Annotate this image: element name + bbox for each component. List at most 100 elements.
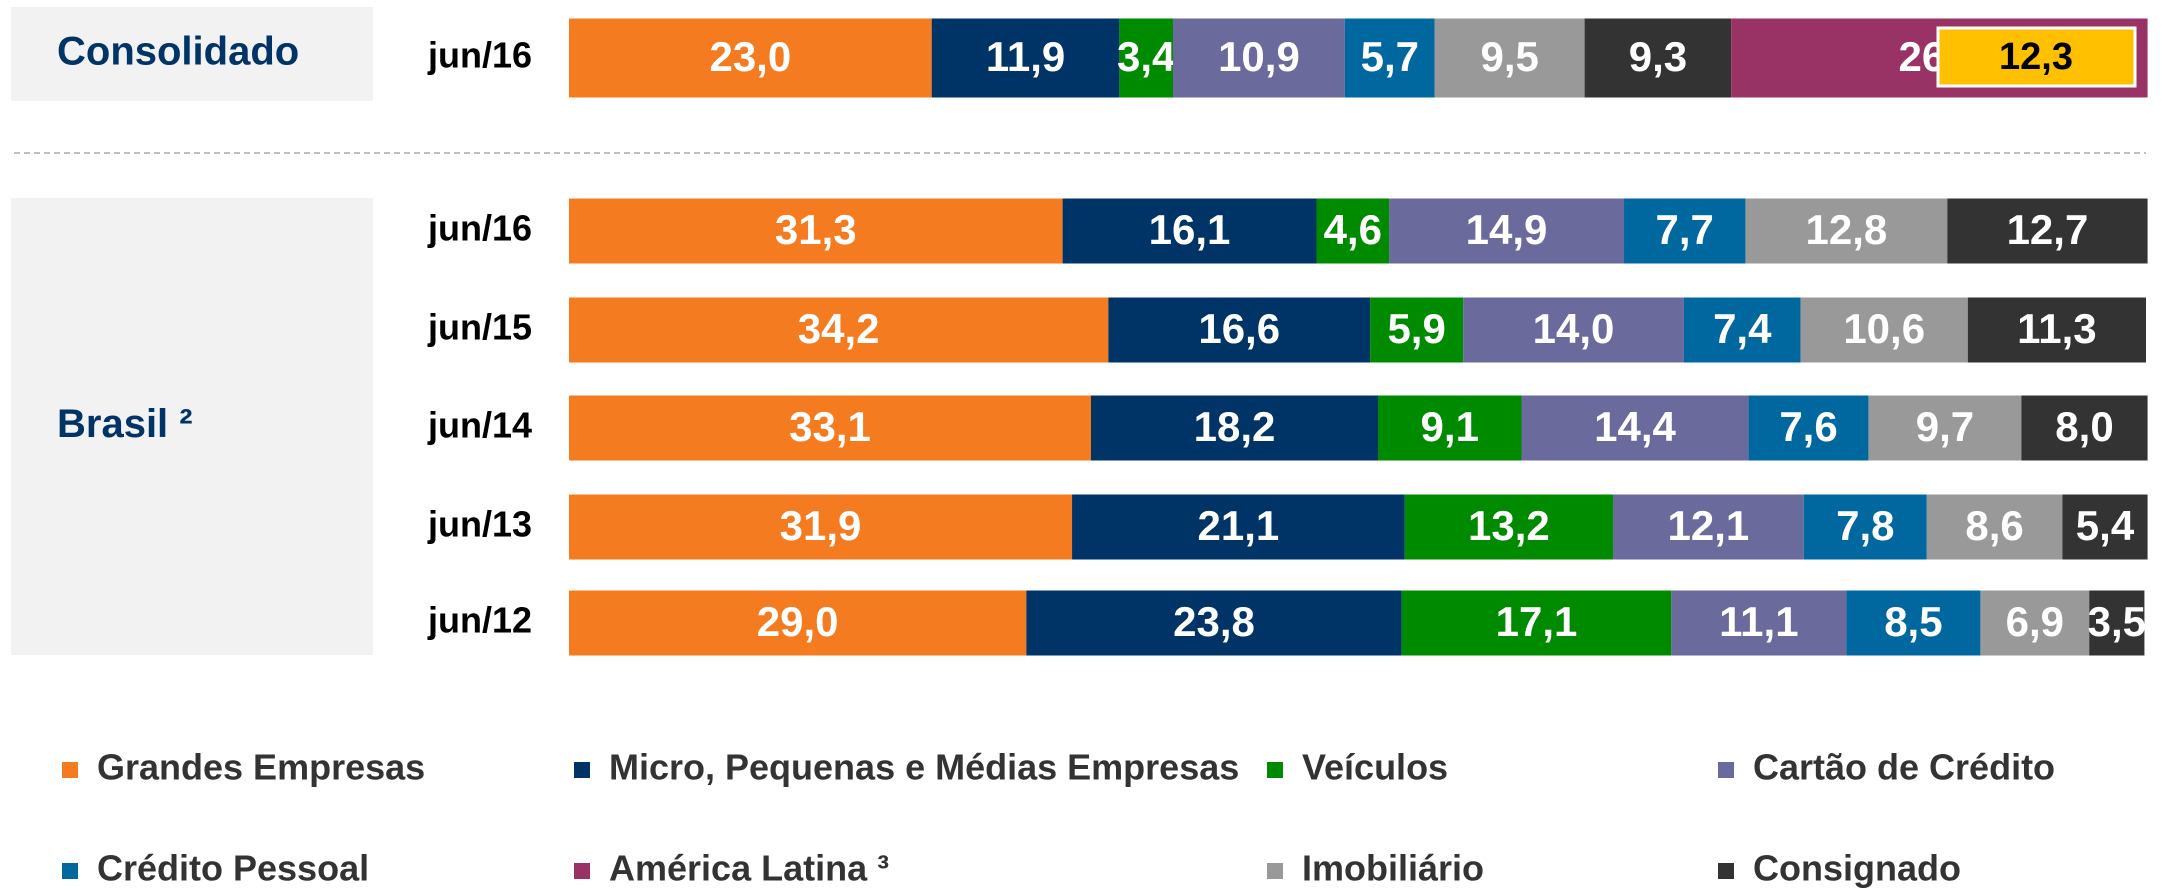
legend-swatch [1718,762,1734,778]
value-label: 9,5 [1480,33,1538,80]
value-label: 10,6 [1843,305,1925,352]
value-label: 14,9 [1466,206,1548,253]
legend-label: Crédito Pessoal [97,848,369,889]
bar-segment [2021,395,2148,461]
bar-segment [569,297,1109,363]
bar-segment [1624,198,1746,264]
bar-segment [1119,18,1173,98]
value-label: 12,7 [2007,206,2089,253]
category-label: jun/12 [427,600,532,641]
value-label: 4,6 [1324,206,1382,253]
value-label: 17,1 [1496,598,1578,645]
bar-segment [1980,590,2090,656]
value-label: 33,1 [789,403,871,450]
bar-segment [2062,494,2148,560]
bar-segment [1584,18,1732,98]
bar-segment [569,395,1091,461]
value-label: 31,9 [780,502,862,549]
value-label: 9,7 [1916,403,1974,450]
bar-segment [1344,18,1435,98]
value-label: 12,8 [1805,206,1887,253]
bar-segment [1947,198,2148,264]
legend-swatch [62,762,78,778]
bar-segment [1434,18,1585,98]
value-label: 13,2 [1468,502,1550,549]
bar-segment [569,494,1073,560]
category-label: jun/16 [427,35,532,76]
bar-segment [1404,494,1613,560]
value-label: 11,1 [1719,598,1798,645]
bar-segment [2089,590,2145,656]
bar-segment [1868,395,2022,461]
legend-swatch [1267,762,1283,778]
legend-swatch [62,863,78,879]
bar-segment [1316,198,1390,264]
bar-segment [931,18,1120,98]
bar-segment [1401,590,1672,656]
bar-segment [1389,198,1625,264]
value-label: 11,9 [986,33,1065,80]
value-label: 10,9 [1218,33,1300,80]
group-label: Consolidado [57,30,299,74]
legend-label: Imobiliário [1302,848,1484,889]
value-label: 12,1 [1668,502,1750,549]
group-box [11,198,373,655]
legend-swatch [574,863,590,879]
category-label: jun/13 [427,504,532,545]
value-label: 3,5 [2088,598,2146,645]
value-label: 8,0 [2055,403,2113,450]
bar-segment [1521,395,1749,461]
value-label: 5,4 [2076,502,2135,549]
value-label: 16,1 [1149,206,1231,253]
bar-segment [569,18,932,98]
group-label: Brasil ² [57,402,193,446]
bar-segment [1108,297,1371,363]
value-label: 5,9 [1387,305,1445,352]
legend-label: Veículos [1302,747,1448,788]
bar-segment [1846,590,1981,656]
value-label: 7,6 [1779,403,1837,450]
bar-segment [1062,198,1317,264]
category-label: jun/15 [427,307,532,348]
value-label: 6,9 [2006,598,2064,645]
bar-segment [1026,590,1402,656]
bar-segment [1683,297,1801,363]
legend-label: Consignado [1753,848,1961,889]
annotation-label: 12,3 [1999,36,2073,78]
bar-segment [1463,297,1684,363]
category-label: jun/14 [427,405,532,446]
category-label: jun/16 [427,208,532,249]
bar-segment [1378,395,1522,461]
bar-segment [1803,494,1927,560]
annotation-box [1936,26,2137,88]
bar-segment [1370,297,1464,363]
bar-segment [1172,18,1345,98]
bar-segment [1748,395,1869,461]
value-label: 29,0 [757,598,839,645]
bar-segment [1612,494,1804,560]
bar-segment [1671,590,1847,656]
value-label: 8,5 [1884,598,1942,645]
value-label: 7,8 [1836,502,1894,549]
value-label: 18,2 [1194,403,1276,450]
legend-label: Micro, Pequenas e Médias Empresas [609,747,1239,788]
value-label: 14,4 [1594,403,1676,450]
value-label: 9,1 [1421,403,1479,450]
legend-swatch [1718,863,1734,879]
value-label: 23,8 [1173,598,1255,645]
value-label: 8,6 [1965,502,2023,549]
value-label: 11,3 [2017,305,2096,352]
bar-segment [569,590,1027,656]
bar-segment [569,198,1063,264]
bar-segment [1926,494,2063,560]
value-label: 5,7 [1361,33,1419,80]
value-label: 7,4 [1713,305,1772,352]
bar-segment [1967,297,2146,363]
legend-swatch [1267,863,1283,879]
value-label: 34,2 [798,305,880,352]
bar-segment [1072,494,1405,560]
value-label: 31,3 [775,206,857,253]
legend-swatch [574,762,590,778]
